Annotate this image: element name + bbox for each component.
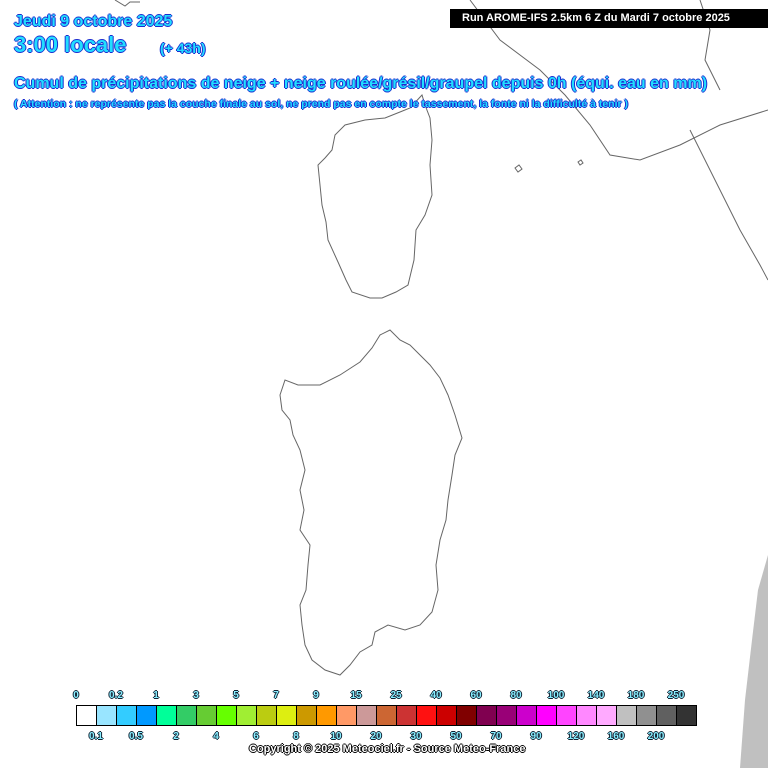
scale-label-top: 80 [510,690,522,701]
scale-swatch [577,706,597,725]
scale-swatch [637,706,657,725]
scale-swatch [137,706,157,725]
scale-label-top: 140 [587,690,605,701]
scale-label-bottom: 70 [490,731,502,742]
scale-label-top: 60 [470,690,482,701]
scale-swatch [177,706,197,725]
scale-swatch [457,706,477,725]
scale-label-bottom: 0.1 [89,731,103,742]
scale-swatch [517,706,537,725]
scale-label-top: 3 [193,690,199,701]
color-scale [76,705,697,726]
scale-swatch [617,706,637,725]
scale-swatch [477,706,497,725]
scale-swatch [537,706,557,725]
scale-label-bottom: 120 [567,731,585,742]
scale-swatch [437,706,457,725]
scale-label-bottom: 200 [647,731,665,742]
map-note: ( Attention : ne représente pas la couch… [14,98,628,110]
scale-label-top: 25 [390,690,402,701]
scale-label-top: 7 [273,690,279,701]
scale-swatch [397,706,417,725]
italy-coastline [469,0,768,161]
scale-swatch [197,706,217,725]
scale-label-top: 0 [73,690,79,701]
scale-swatch [497,706,517,725]
lead-time: (+ 43h) [160,40,206,56]
france-coastline [114,0,140,7]
scale-label-top: 180 [627,690,645,701]
scale-label-bottom: 10 [330,731,342,742]
forecast-date: Jeudi 9 octobre 2025 [14,13,173,30]
sardinia-coastline [279,329,463,676]
scale-label-top: 100 [547,690,565,701]
scale-swatch [557,706,577,725]
scale-label-bottom: 2 [173,731,179,742]
copyright: Copyright © 2025 Meteociel.fr - Source M… [249,743,526,755]
map-title: Cumul de précipitations de neige + neige… [14,75,708,92]
scale-label-top: 15 [350,690,362,701]
giglio-island [577,159,584,166]
scale-label-top: 5 [233,690,239,701]
elba-island [514,164,523,173]
scale-swatch [657,706,677,725]
scale-swatch [77,706,97,725]
scale-label-top: 250 [667,690,685,701]
scale-swatch [117,706,137,725]
scale-label-bottom: 30 [410,731,422,742]
scale-swatch [597,706,617,725]
scale-swatch [217,706,237,725]
forecast-hour: 3:00 locale [14,32,127,57]
scale-swatch [157,706,177,725]
scale-swatch [317,706,337,725]
scale-swatch [377,706,397,725]
scale-swatch [337,706,357,725]
scale-label-bottom: 0.5 [129,731,143,742]
scale-label-bottom: 50 [450,731,462,742]
scale-label-bottom: 4 [213,731,219,742]
scale-label-top: 1 [153,690,159,701]
scale-label-bottom: 6 [253,731,259,742]
scale-label-bottom: 160 [607,731,625,742]
corsica-coastline [317,94,433,299]
scale-swatch [357,706,377,725]
run-info-banner: Run AROME-IFS 2.5km 6 Z du Mardi 7 octob… [450,9,768,28]
italy-coastline-south [689,129,768,281]
scale-swatch [677,706,696,725]
scale-label-bottom: 20 [370,731,382,742]
land-grey-area [740,555,768,768]
scale-swatch [257,706,277,725]
scale-label-top: 0.2 [109,690,123,701]
scale-label-top: 40 [430,690,442,701]
scale-swatch [97,706,117,725]
scale-swatch [277,706,297,725]
scale-label-top: 9 [313,690,319,701]
scale-label-bottom: 8 [293,731,299,742]
scale-swatch [417,706,437,725]
scale-swatch [237,706,257,725]
scale-swatch [297,706,317,725]
scale-label-bottom: 90 [530,731,542,742]
